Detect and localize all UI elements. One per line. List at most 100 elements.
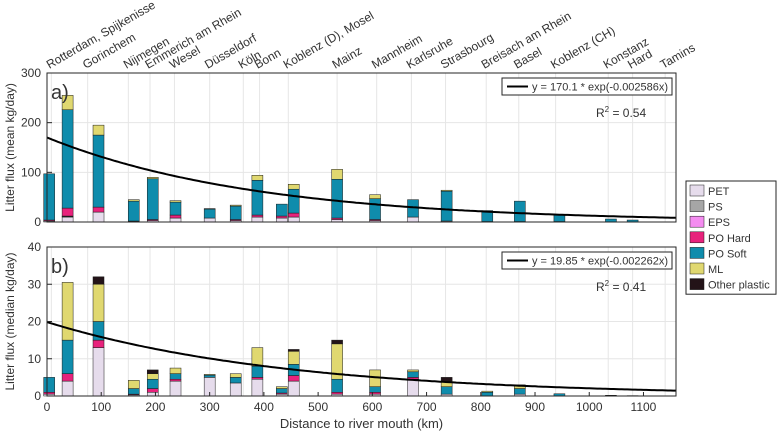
plot-frame (46, 72, 677, 223)
r-squared-label: R2 = 0.41 (596, 279, 646, 294)
bar-segment-po-soft (440, 386, 453, 395)
bar-segment-po-hard (169, 378, 182, 382)
legend-label: PO Hard (708, 233, 751, 245)
x-tick-label: 500 (308, 400, 328, 414)
bar-segment-ml (203, 374, 216, 376)
bar-segment-ml (229, 373, 242, 378)
y-tick-label: 30 (28, 277, 42, 291)
bar-segment-pet (169, 380, 182, 397)
location-label: Koblenz (D), Mosel (281, 8, 376, 71)
bar-segment-po-soft (169, 201, 182, 216)
bar-segment-po-soft (514, 200, 526, 222)
bar-segment-po-soft (251, 180, 264, 216)
bar-segment-other-plastic (287, 349, 300, 352)
bar-segment-po-soft (514, 388, 526, 395)
bar-segment-pet (251, 378, 264, 397)
bar-segment-po-soft (369, 198, 381, 220)
bar-segment-ml (369, 194, 381, 199)
legend-swatch (689, 184, 705, 197)
x-tick-label: 400 (254, 400, 274, 414)
bar-segment-po-hard (92, 339, 105, 348)
y-tick-label: 0 (34, 215, 41, 229)
x-tick-label: 100 (91, 400, 111, 414)
bar-segment-po-soft (203, 208, 216, 219)
legend-label: PO Soft (708, 248, 747, 260)
bar-segment-pet (61, 380, 74, 397)
bar-segment-po-soft (229, 377, 242, 384)
bar-segment-po-soft (146, 378, 159, 389)
bar-segment-po-soft (287, 188, 300, 214)
bar-segment-po-soft (407, 371, 419, 378)
bar-segment-po-soft (146, 178, 159, 220)
bar-segment-ml (287, 351, 300, 365)
fit-equation-label: y = 19.85 * exp(-0.002262x) (532, 256, 668, 268)
legend-swatch (689, 200, 705, 212)
bar-segment-other-plastic (331, 339, 343, 345)
bar-segment-po-hard (276, 215, 288, 219)
legend-swatch (689, 215, 705, 228)
bar-segment-po-soft (276, 388, 288, 394)
legend-swatch (689, 247, 705, 259)
location-label: Mainz (330, 43, 365, 71)
bar-segment-ml (481, 390, 494, 393)
bar-segment-po-soft (128, 388, 140, 395)
x-tick-label: 700 (417, 400, 437, 414)
panel-label: a) (51, 82, 69, 104)
bar-segment-pet (92, 211, 105, 223)
bar-segment-pet (287, 216, 300, 223)
bar-segment-ml (169, 367, 182, 374)
bar-segment-po-hard (331, 392, 343, 395)
bar-segment-ml (61, 282, 74, 341)
bar-segment-po-soft (43, 173, 55, 221)
bar-segment-po-hard (169, 214, 182, 219)
bar-segment-po-hard (251, 214, 264, 218)
bar-segment-pet (92, 347, 105, 397)
bar-segment-ml (92, 284, 105, 322)
x-tick-label: 800 (471, 400, 491, 414)
bar-segment-other-plastic (440, 377, 453, 382)
bar-segment-po-soft (331, 378, 343, 393)
bar-segment-po-hard (146, 388, 159, 393)
bar-segment-ml (251, 347, 264, 367)
bar-segment-po-soft (440, 190, 453, 222)
y-tick-label: 0 (34, 389, 41, 403)
legend-swatch (689, 278, 705, 290)
bar-segment-pet (203, 217, 216, 223)
r-squared-label: R2 = 0.54 (596, 105, 646, 120)
bar-segment-po-hard (61, 207, 74, 217)
bar-segment-po-soft (92, 134, 105, 208)
bar-segment-pet (229, 382, 242, 397)
bar-segment-pet (407, 378, 419, 397)
bar-segment-ml (276, 386, 288, 389)
bar-segment-pet (251, 216, 264, 223)
y-tick-label: 10 (28, 352, 42, 366)
x-tick-label: 200 (145, 400, 165, 414)
legend-label: Other plastic (708, 280, 770, 292)
bar-segment-po-soft (128, 200, 140, 222)
bar-segment-ml (128, 380, 140, 389)
bar-segment-ml (146, 177, 159, 180)
legend-swatch (689, 262, 705, 275)
bar-segment-ml (331, 169, 343, 180)
x-tick-label: 1000 (576, 400, 603, 414)
bar-segment-po-soft (43, 377, 55, 393)
bar-segment-ml (146, 373, 159, 380)
bar-segment-po-soft (369, 386, 381, 393)
bar-segment-po-soft (203, 374, 216, 378)
x-tick-label: 900 (525, 400, 545, 414)
bar-segment-other-plastic (146, 369, 159, 374)
bar-segment-other-plastic (92, 276, 105, 285)
bar-segment-po-soft (229, 205, 242, 220)
panel-label: b) (51, 256, 69, 278)
y-tick-label: 100 (21, 165, 41, 179)
bar-segment-po-hard (92, 206, 105, 213)
bar-segment-ml (440, 189, 453, 192)
y-tick-label: 200 (21, 116, 41, 130)
legend-label: PET (708, 186, 730, 198)
bar-segment-ml (169, 200, 182, 203)
legend-label: EPS (708, 217, 730, 229)
x-tick-label: 300 (200, 400, 220, 414)
bar-segment-po-hard (287, 212, 300, 218)
y-tick-label: 40 (28, 240, 42, 254)
